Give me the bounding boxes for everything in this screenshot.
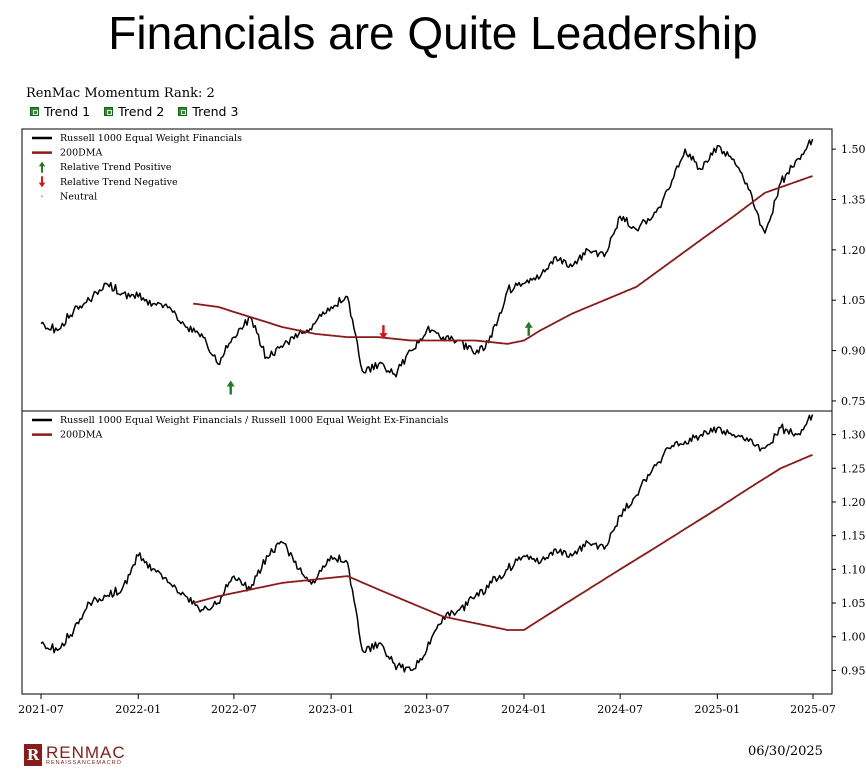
x-tick-label: 2023-07 <box>404 703 450 716</box>
panel-0-series-dma-line <box>193 175 813 345</box>
logo-subtitle: RENAISSANCEMACRO <box>46 760 122 766</box>
trend-2-item[interactable]: Trend 2 <box>104 104 164 119</box>
panel-1-ytick-label: 1.15 <box>841 530 866 543</box>
trend-positive-arrow-icon <box>226 380 235 395</box>
panel-1-legend: Russell 1000 Equal Weight Financials / R… <box>32 415 449 441</box>
legend-neutral-dot-icon <box>41 195 43 198</box>
trend-3-item[interactable]: Trend 3 <box>178 104 238 119</box>
x-axis: 2021-07 2022-01 2022-07 2023-01 2023-07 2024-… <box>18 694 836 716</box>
panel-0-ytick-label: 1.50 <box>841 143 866 156</box>
momentum-rank-label: RenMac Momentum Rank: 2 <box>26 86 215 101</box>
panel-0-ytick-label: 1.35 <box>841 194 866 207</box>
logo-name: RENMAC <box>46 743 126 762</box>
legend-entry-label: Russell 1000 Equal Weight Financials / R… <box>60 415 449 426</box>
legend-entry-label: Relative Trend Negative <box>60 177 178 188</box>
panel-1-ytick-label: 1.25 <box>841 462 866 475</box>
trend-3-checkbox-icon[interactable] <box>178 107 188 116</box>
panel-1-ytick-label: 1.30 <box>841 429 866 442</box>
x-tick-label: 2025-07 <box>790 703 836 716</box>
panel-1-series-price-line <box>40 414 814 673</box>
trend-legend: Trend 1 Trend 2 Trend 3 <box>30 104 238 119</box>
legend-entry-label: 200DMA <box>60 148 102 159</box>
panel-1-ytick-label: 1.20 <box>841 496 866 509</box>
renmac-logo: R RENMAC RENAISSANCEMACRO <box>24 744 126 767</box>
trend-3-label: Trend 3 <box>192 104 239 119</box>
legend-negative-arrow-icon <box>38 176 46 188</box>
panel-1-ytick-label: 1.10 <box>841 563 866 576</box>
panel-1-ytick-label: 1.00 <box>841 631 866 644</box>
slide-title: Financials are Quite Leadership <box>108 7 758 59</box>
trend-2-checkbox-icon[interactable] <box>104 107 114 116</box>
panel-1-ytick-label: 0.95 <box>841 664 866 677</box>
x-tick-label: 2021-07 <box>18 703 64 716</box>
legend-entry-label: Relative Trend Positive <box>60 162 172 173</box>
bottom-panel: 0.95 1.00 1.05 1.10 1.15 1.20 1.25 1.30 Russell … <box>21 410 866 695</box>
chart-canvas: 0.75 0.90 1.05 1.20 1.35 1.50 Russell 1000 Equ… <box>18 128 866 716</box>
panel-0-ytick-label: 1.20 <box>841 244 866 257</box>
x-tick-label: 2025-01 <box>694 703 740 716</box>
top-panel: 0.75 0.90 1.05 1.20 1.35 1.50 Russell 1000 Equ… <box>21 128 866 412</box>
trend-positive-arrow-icon <box>524 321 533 336</box>
x-tick-label: 2024-01 <box>501 703 547 716</box>
trend-1-label: Trend 1 <box>44 104 91 119</box>
panel-0-ytick-label: 0.90 <box>841 345 866 358</box>
legend-entry-label: Russell 1000 Equal Weight Financials <box>60 133 242 144</box>
panel-0-legend: Russell 1000 Equal Weight Financials 200D… <box>32 133 242 202</box>
panel-0-ytick-label: 0.75 <box>841 395 866 408</box>
x-tick-label: 2024-07 <box>597 703 643 716</box>
trend-negative-arrow-icon <box>379 325 388 340</box>
x-tick-label: 2022-07 <box>211 703 257 716</box>
panel-0-ytick-label: 1.05 <box>841 294 866 307</box>
report-date: 06/30/2025 <box>748 744 823 759</box>
panel-0-series-price-line <box>40 138 814 378</box>
panel-1-series-dma-line <box>192 453 813 631</box>
trend-2-label: Trend 2 <box>118 104 165 119</box>
x-tick-label: 2023-01 <box>308 703 354 716</box>
trend-1-item[interactable]: Trend 1 <box>30 104 90 119</box>
panel-1-ytick-label: 1.05 <box>841 597 866 610</box>
legend-entry-label: 200DMA <box>60 430 102 441</box>
renmac-logo-mark-icon: R <box>24 744 42 767</box>
trend-1-checkbox-icon[interactable] <box>30 107 39 116</box>
legend-positive-arrow-icon <box>38 161 46 173</box>
legend-entry-label: Neutral <box>60 191 97 202</box>
x-tick-label: 2022-01 <box>115 703 161 716</box>
